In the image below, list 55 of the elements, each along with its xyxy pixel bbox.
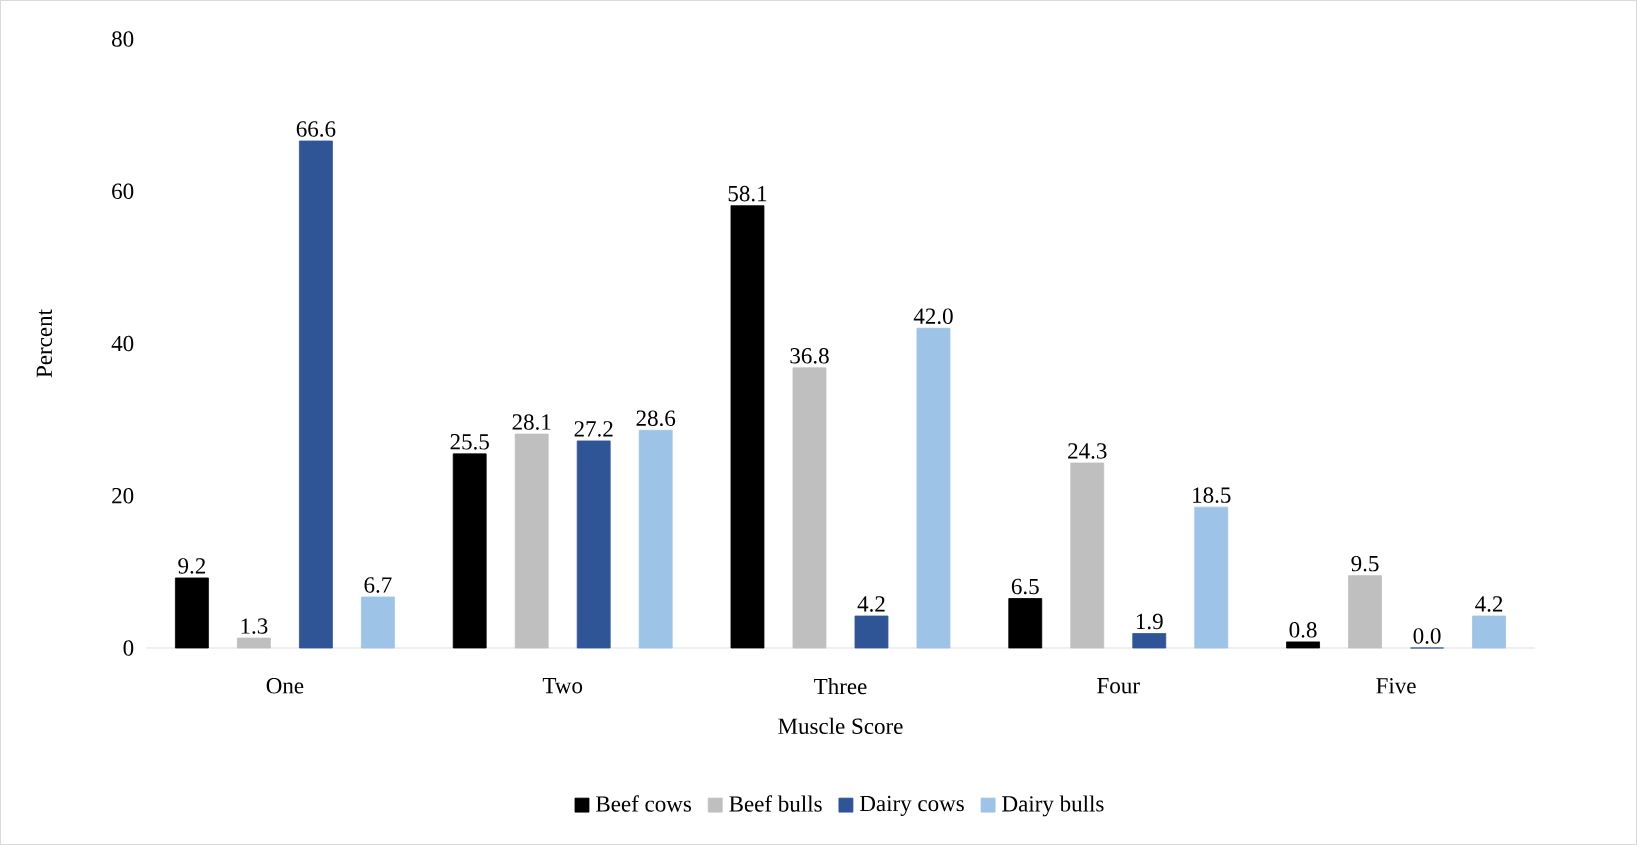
data-label: 28.1	[512, 414, 551, 430]
legend-label: Dairy bulls	[1002, 795, 1104, 817]
x-tick-label: One	[266, 678, 304, 694]
data-label: 27.2	[574, 421, 613, 437]
y-tick-label: 0	[123, 640, 134, 656]
bar	[237, 637, 271, 649]
data-label: 4.2	[857, 596, 885, 612]
bar	[361, 596, 395, 649]
data-label: 28.6	[636, 410, 676, 427]
y-tick-label: 60	[112, 183, 134, 199]
y-tick-label: 40	[111, 335, 134, 352]
bar	[638, 429, 673, 649]
data-label: 24.3	[1068, 443, 1107, 459]
legend-label: Dairy cows	[859, 795, 964, 816]
legend-label: Beef bulls	[729, 795, 822, 812]
x-tick-label: Three	[814, 678, 867, 695]
bar	[1348, 575, 1382, 649]
data-label: 1.9	[1136, 613, 1163, 630]
bar	[1132, 633, 1167, 649]
bar	[576, 440, 611, 649]
y-tick-label: 80	[112, 31, 134, 47]
bar	[730, 205, 765, 649]
x-axis-title: Muscle Score	[778, 717, 903, 735]
data-label: 1.3	[241, 618, 268, 634]
bar	[1008, 598, 1043, 649]
bar	[1286, 641, 1320, 649]
data-label: 6.7	[364, 577, 392, 593]
x-tick-label: Four	[1097, 678, 1140, 694]
data-label: 42.0	[913, 308, 953, 325]
y-tick-label: 20	[112, 487, 134, 504]
bar	[299, 140, 333, 649]
bar	[1472, 615, 1506, 649]
data-label: 58.1	[728, 185, 767, 202]
data-label: 25.5	[450, 434, 489, 450]
bar	[452, 453, 487, 649]
x-tick-label: Five	[1376, 678, 1416, 694]
data-label: 66.6	[296, 121, 336, 137]
data-label: 9.5	[1351, 555, 1379, 572]
bar	[916, 327, 951, 649]
data-label: 0.0	[1413, 628, 1441, 644]
bar	[1194, 506, 1229, 649]
bar	[514, 433, 549, 649]
bar	[1070, 462, 1105, 649]
bar	[792, 367, 827, 649]
data-label: 18.5	[1193, 487, 1231, 503]
data-label: 0.8	[1289, 622, 1317, 638]
data-label: 6.5	[1011, 578, 1039, 595]
bar	[175, 577, 209, 649]
bar	[854, 615, 889, 649]
data-label: 9.2	[178, 558, 206, 574]
data-label: 36.8	[790, 348, 829, 364]
y-axis-title: Percent	[36, 309, 53, 378]
x-tick-label: Two	[542, 678, 583, 694]
data-label: 4.2	[1475, 596, 1503, 612]
legend-label: Beef cows	[596, 795, 692, 812]
